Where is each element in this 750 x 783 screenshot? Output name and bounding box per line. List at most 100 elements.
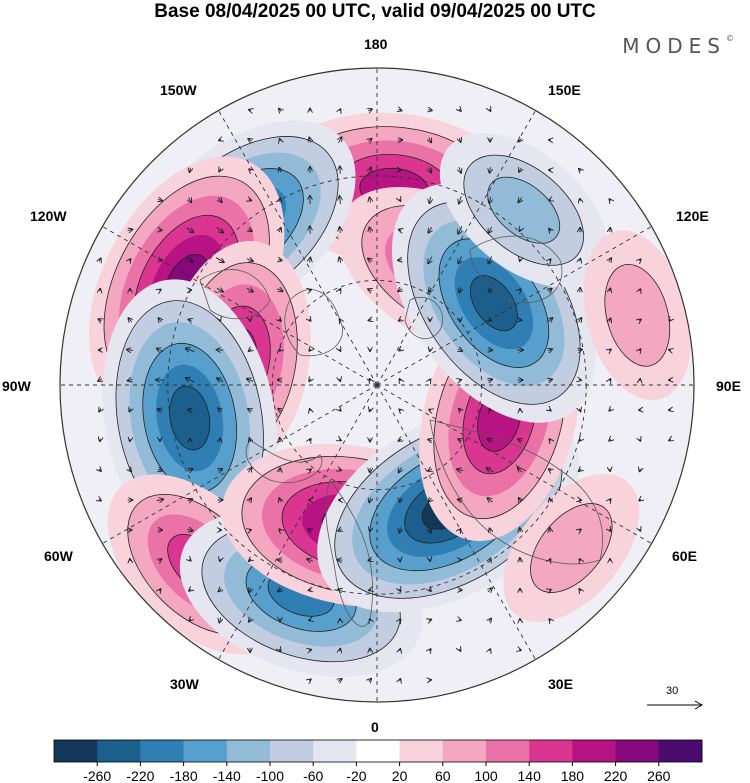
wind-vector — [310, 409, 311, 411]
wind-vector — [549, 200, 551, 201]
lon-label-120w: 120W — [30, 208, 67, 224]
wind-vector — [549, 469, 552, 471]
wind-vector — [488, 226, 491, 233]
wind-vector — [219, 169, 221, 172]
wind-vector — [400, 199, 401, 201]
wind-vector — [429, 498, 432, 501]
map-boundary — [59, 67, 695, 703]
colorbar-swatch — [226, 740, 271, 762]
wind-vector — [609, 439, 611, 441]
wind-vector — [550, 528, 551, 532]
wind-vector — [368, 139, 371, 142]
wind-vector — [279, 228, 281, 232]
wind-vector — [428, 227, 431, 232]
anomaly-contour — [169, 385, 211, 451]
wind-vector — [669, 350, 671, 351]
wind-vector — [340, 109, 341, 111]
wind-vector — [609, 349, 611, 350]
wind-vector — [399, 589, 400, 591]
wind-vector — [399, 527, 400, 532]
wind-vector — [487, 498, 493, 502]
wind-vector — [610, 379, 611, 381]
wind-vector — [519, 139, 521, 142]
wind-vector — [249, 618, 251, 621]
wind-vector — [98, 319, 101, 321]
wind-vector — [99, 499, 101, 500]
wind-vector — [249, 559, 251, 561]
wind-vector — [158, 260, 162, 261]
wind-vector — [159, 318, 162, 322]
wind-vector — [99, 469, 101, 471]
wind-vector — [400, 379, 401, 381]
colorbar-tick-label: 220 — [604, 768, 628, 783]
wind-vector — [487, 468, 494, 472]
colorbar-tick-label: -180 — [170, 768, 198, 783]
wind-vector — [309, 379, 311, 382]
wind-vector — [370, 227, 371, 233]
lon-label-90e: 90E — [716, 378, 741, 394]
wind-vector — [187, 529, 192, 530]
wind-vector — [520, 528, 521, 532]
colorbar-swatch — [399, 740, 444, 762]
wind-vector — [549, 229, 551, 232]
wind-vector — [518, 198, 521, 203]
wind-vector — [488, 588, 492, 592]
wind-vector — [157, 349, 164, 352]
wind-vector — [400, 649, 401, 651]
wind-vector — [490, 649, 491, 651]
wind-vector — [128, 318, 131, 322]
wind-vector — [127, 350, 134, 351]
wind-vector — [129, 259, 130, 261]
wind-vector — [338, 679, 341, 681]
lon-label-0: 0 — [371, 719, 379, 735]
wind-vector — [458, 256, 461, 263]
wind-vector — [579, 469, 582, 471]
colorbar-tick-label: 100 — [474, 768, 498, 783]
wind-vector — [340, 649, 341, 652]
coastlines — [199, 235, 603, 627]
wind-vector — [279, 649, 280, 651]
colorbar-tick-label: 20 — [392, 768, 408, 783]
wind-vector — [549, 590, 551, 591]
wind-vector — [579, 439, 580, 441]
meridian-line — [376, 110, 536, 386]
wind-vector — [99, 409, 101, 412]
wind-vector — [310, 258, 311, 263]
wind-vector — [249, 200, 251, 201]
wind-vector — [490, 528, 491, 531]
wind-vector — [368, 109, 372, 111]
meridian-line — [218, 384, 378, 660]
wind-vector — [399, 439, 402, 441]
wind-vectors — [98, 109, 671, 682]
wind-vector — [340, 319, 341, 321]
wind-vector — [278, 589, 282, 592]
wind-vector — [639, 319, 641, 320]
wind-vector — [547, 318, 553, 322]
colorbar-tick-label: -140 — [213, 768, 241, 783]
wind-vector — [248, 409, 252, 411]
wind-vector — [429, 288, 432, 292]
meridian-line — [376, 384, 536, 660]
wind-vector — [669, 319, 670, 321]
wind-vector — [609, 409, 610, 410]
lon-label-180: 180 — [364, 36, 388, 52]
wind-vector — [277, 289, 282, 292]
modes-logo: MODES© — [622, 34, 734, 58]
wind-vector — [279, 349, 281, 350]
wind-vector — [428, 256, 432, 264]
wind-vector — [609, 529, 610, 531]
colorbar-swatch — [572, 740, 616, 762]
wind-vector — [579, 589, 580, 591]
wind-vector — [398, 260, 402, 261]
wind-vector — [459, 620, 461, 621]
meridian-line — [376, 226, 652, 386]
wind-vector — [278, 260, 282, 261]
wind-vector — [519, 289, 520, 290]
wind-vector — [338, 590, 342, 591]
wind-vector — [457, 469, 464, 470]
wind-vector — [249, 498, 251, 502]
wind-vector — [519, 498, 522, 502]
wind-vector — [640, 289, 641, 291]
wind-vector — [458, 439, 462, 441]
wind-vector — [459, 138, 461, 142]
